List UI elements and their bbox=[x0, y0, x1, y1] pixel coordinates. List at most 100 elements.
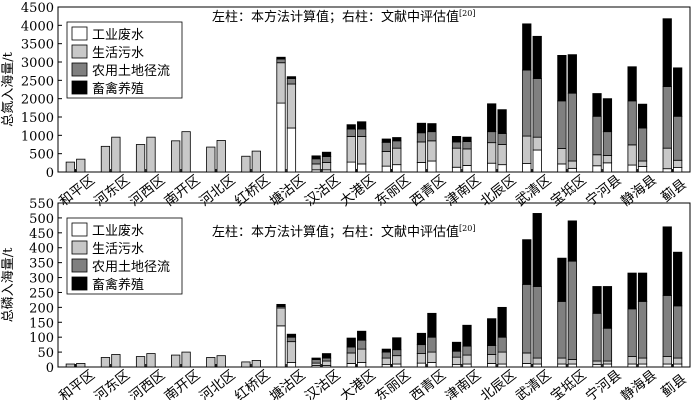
bar-right-1-10-2 bbox=[427, 131, 437, 142]
bar-left-1-6-0 bbox=[276, 102, 286, 173]
bar-left-2-3-1 bbox=[171, 354, 181, 368]
bar-left-2-2-1 bbox=[135, 356, 146, 368]
bar-right-2-8-2 bbox=[357, 339, 367, 350]
bar-left-2-13-2 bbox=[522, 284, 532, 354]
bar-right-1-15-0 bbox=[602, 162, 613, 173]
y-tick-label: 200 bbox=[29, 301, 54, 316]
x-category-label: 大港区 bbox=[337, 367, 379, 400]
bar-left-1-0-1 bbox=[65, 161, 75, 173]
legend-label: 畜禽养殖 bbox=[92, 81, 144, 97]
bar-right-1-16-3 bbox=[637, 103, 648, 129]
legend-swatch bbox=[71, 80, 88, 95]
bar-right-1-2-1 bbox=[146, 136, 156, 173]
x-category-label: 河北区 bbox=[197, 367, 239, 400]
bar-right-2-0-1 bbox=[76, 363, 86, 368]
legend-swatch bbox=[71, 44, 88, 59]
bar-right-1-9-1 bbox=[392, 147, 402, 166]
bar-right-2-13-0 bbox=[532, 363, 542, 368]
legend-swatch bbox=[71, 26, 88, 41]
bar-left-1-12-3 bbox=[487, 103, 497, 133]
chart-panel-1: 0 500 1000 1500 2000 2500 3000 3500 4000 4500 总氮入海… bbox=[1, 1, 691, 210]
annotation-ref: [20] bbox=[459, 224, 475, 233]
bar-right-2-17-1 bbox=[673, 357, 683, 365]
bar-left-2-12-1 bbox=[487, 354, 497, 364]
bar-left-1-11-2 bbox=[451, 141, 462, 149]
bar-left-2-8-2 bbox=[346, 346, 356, 354]
bar-left-1-14-0 bbox=[557, 163, 567, 173]
bar-right-2-16-3 bbox=[637, 272, 648, 302]
bar-right-2-14-2 bbox=[567, 260, 577, 360]
bar-right-1-16-1 bbox=[637, 160, 648, 167]
y-tick-label: 2500 bbox=[21, 74, 54, 89]
legend-label: 农用土地径流 bbox=[92, 260, 170, 275]
bar-left-1-2-1 bbox=[135, 144, 146, 173]
bar-right-1-11-2 bbox=[462, 141, 472, 150]
y-tick-label: 500 bbox=[29, 148, 54, 163]
bar-left-1-15-3 bbox=[592, 93, 602, 117]
bar-right-1-11-0 bbox=[462, 164, 472, 173]
y-tick-label: 550 bbox=[29, 197, 54, 212]
y-tick-label: 4500 bbox=[21, 1, 54, 16]
bar-right-2-10-1 bbox=[427, 351, 437, 363]
bar-left-1-12-2 bbox=[487, 131, 497, 144]
bar-right-1-15-2 bbox=[602, 131, 613, 156]
bar-right-1-17-2 bbox=[673, 115, 683, 161]
bar-left-1-17-0 bbox=[662, 168, 672, 173]
y-axis-title: 总磷入海量/t bbox=[1, 247, 16, 322]
bar-right-1-12-1 bbox=[497, 144, 507, 166]
bar-right-1-11-1 bbox=[462, 148, 472, 166]
bar-right-1-13-0 bbox=[532, 149, 542, 173]
bar-right-1-16-2 bbox=[637, 127, 648, 162]
annotation-main: 左柱：本方法计算值；右柱：文献中评估值 bbox=[212, 9, 459, 25]
x-category-label: 塘沽区 bbox=[267, 367, 309, 400]
bar-right-1-3-1 bbox=[181, 131, 191, 173]
x-category-label: 红桥区 bbox=[232, 172, 274, 210]
bar-right-2-8-0 bbox=[357, 362, 367, 368]
bar-right-1-9-0 bbox=[392, 164, 402, 173]
bar-left-1-6-3 bbox=[276, 56, 286, 60]
bar-left-2-0-1 bbox=[65, 363, 75, 368]
bar-right-2-10-0 bbox=[427, 362, 437, 368]
bar-right-1-8-0 bbox=[357, 163, 367, 173]
bar-left-1-16-1 bbox=[627, 144, 637, 166]
bar-right-2-16-1 bbox=[637, 357, 648, 365]
x-category-label: 武清区 bbox=[513, 172, 555, 210]
bar-right-1-15-1 bbox=[602, 155, 613, 164]
bar-right-2-12-2 bbox=[497, 336, 507, 353]
bar-right-2-17-3 bbox=[673, 251, 683, 307]
bar-left-2-14-1 bbox=[557, 357, 567, 365]
bar-right-2-13-3 bbox=[532, 213, 542, 287]
bar-right-2-6-0 bbox=[286, 362, 297, 368]
bar-left-2-9-3 bbox=[381, 348, 391, 353]
legend-swatch bbox=[71, 222, 88, 237]
bar-left-2-5-1 bbox=[241, 361, 251, 368]
bar-left-2-17-0 bbox=[662, 363, 672, 368]
bar-left-1-10-3 bbox=[416, 122, 427, 134]
bar-left-2-13-1 bbox=[522, 352, 532, 364]
bar-left-1-8-3 bbox=[346, 124, 356, 130]
bar-right-1-1-1 bbox=[111, 136, 121, 173]
bar-right-2-6-2 bbox=[286, 336, 297, 343]
bar-left-1-16-2 bbox=[627, 100, 637, 146]
y-tick-label: 1000 bbox=[21, 129, 54, 144]
bar-left-2-9-1 bbox=[381, 357, 391, 366]
bar-left-2-14-0 bbox=[557, 363, 567, 368]
bar-right-2-11-3 bbox=[462, 324, 472, 347]
bar-right-1-6-3 bbox=[286, 76, 297, 79]
bar-left-1-16-3 bbox=[627, 66, 637, 102]
bar-left-1-5-1 bbox=[241, 155, 251, 173]
bar-left-1-12-1 bbox=[487, 142, 497, 164]
bar-right-1-6-2 bbox=[286, 78, 297, 85]
bar-left-2-11-2 bbox=[451, 350, 462, 358]
bar-right-2-9-1 bbox=[392, 355, 402, 365]
y-tick-label: 450 bbox=[29, 227, 54, 242]
bar-right-2-8-3 bbox=[357, 330, 367, 341]
bar-left-1-9-2 bbox=[381, 141, 391, 152]
bar-left-2-14-3 bbox=[557, 257, 567, 302]
bar-right-2-1-1 bbox=[111, 354, 121, 368]
bar-left-2-12-0 bbox=[487, 363, 497, 368]
bar-left-2-12-2 bbox=[487, 345, 497, 355]
x-category-label: 宁河县 bbox=[582, 366, 624, 400]
bar-left-2-9-2 bbox=[381, 351, 391, 359]
bar-right-1-5-1 bbox=[251, 150, 261, 173]
